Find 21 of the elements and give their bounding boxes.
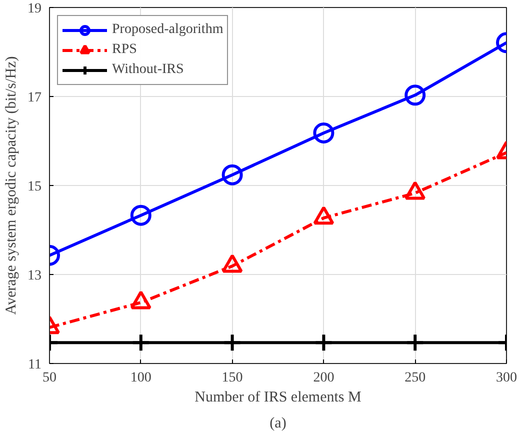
x-tick-label: 300 — [496, 370, 517, 386]
y-tick-label: 11 — [28, 358, 42, 372]
legend-label: RPS — [112, 41, 137, 59]
x-tick-label: 50 — [42, 370, 56, 386]
x-axis-title: Number of IRS elements M — [194, 390, 362, 406]
y-axis-title: Average system ergodic capacity (bit/s/Hz) — [4, 56, 20, 315]
x-tick-label: 150 — [222, 370, 243, 386]
point — [222, 164, 243, 186]
x-tick-label: 200 — [313, 370, 334, 386]
y-tick-label: 17 — [28, 90, 42, 106]
y-tick-label: 19 — [28, 2, 42, 16]
x-tick-label: 250 — [404, 370, 426, 386]
point — [314, 333, 334, 352]
y-tick-label: 15 — [28, 180, 42, 194]
legend-label: Proposed-algorithm — [112, 21, 224, 39]
legend-label: Without-IRS — [112, 61, 184, 79]
y-tick-label: 13 — [28, 268, 42, 284]
point — [313, 122, 334, 144]
x-tick-label: 100 — [130, 370, 152, 386]
point — [222, 333, 242, 352]
text: (a) — [270, 416, 286, 432]
